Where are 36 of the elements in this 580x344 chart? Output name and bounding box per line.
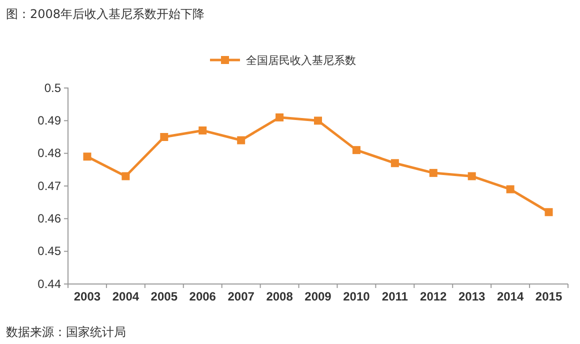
x-tick-label: 2003	[74, 290, 101, 304]
x-tick-label: 2009	[304, 290, 332, 304]
y-tick-label: 0.48	[38, 146, 62, 160]
y-tick-label: 0.47	[38, 178, 62, 193]
x-tick-label: 2011	[382, 290, 408, 304]
point	[544, 208, 553, 216]
y-tick-label: 0.46	[38, 212, 62, 226]
x-tick-label: 2006	[189, 290, 216, 304]
y-tick-label: 0.5	[44, 80, 62, 95]
chart-title: 图：2008年后收入基尼系数开始下降	[6, 7, 205, 21]
point	[160, 133, 168, 141]
x-tick-label: 2005	[150, 290, 178, 304]
x-tick-label: 2007	[228, 290, 255, 304]
x-tick-label: 2004	[112, 290, 140, 304]
y-tick-label: 0.45	[38, 244, 62, 258]
x-tick-label: 2013	[458, 290, 486, 304]
x-tick-label: 2015	[535, 290, 562, 304]
point	[352, 146, 360, 154]
x-tick-label: 2014	[496, 290, 524, 304]
point	[468, 172, 476, 180]
x-tick-label: 2008	[266, 290, 294, 304]
point	[314, 116, 322, 125]
point	[429, 168, 438, 177]
point	[122, 172, 130, 180]
x-tick-label: 2012	[420, 290, 448, 304]
point	[198, 126, 207, 134]
point	[276, 113, 284, 122]
y-tick-label: 0.44	[38, 276, 62, 291]
point	[83, 152, 92, 161]
point	[390, 159, 399, 168]
legend-label: 全国居民收入基尼系数	[246, 54, 356, 67]
x-tick-label: 2010	[343, 290, 370, 304]
y-tick-label: 0.49	[38, 114, 62, 128]
point	[237, 136, 246, 144]
point	[506, 185, 514, 194]
source-note: 数据来源：国家统计局	[6, 325, 126, 339]
